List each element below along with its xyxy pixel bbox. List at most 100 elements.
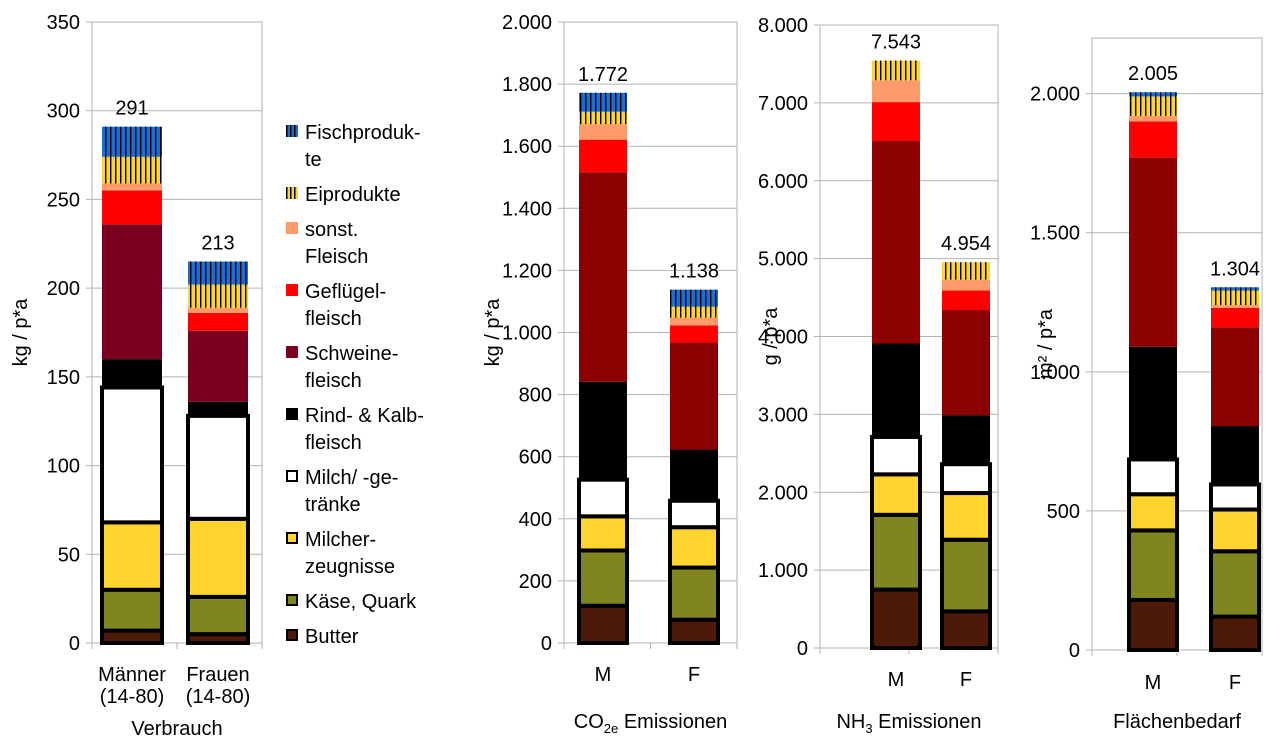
- bar-segment-sonst-fleisch: [1211, 305, 1259, 308]
- bar-segment-eiprodukte: [1129, 96, 1177, 116]
- y-tick-label: 0: [1069, 640, 1080, 662]
- x-category-label: M: [595, 664, 612, 686]
- x-axis-label: Verbrauch: [131, 718, 222, 740]
- legend-swatch: [286, 284, 298, 296]
- bar-segment-milch-getraenke: [940, 462, 992, 496]
- legend-label: Geflügel-fleisch: [305, 281, 387, 330]
- y-tick-label: 1.800: [502, 74, 552, 96]
- legend-label: Schweine-fleisch: [305, 343, 399, 392]
- y-tick-label: 1.200: [502, 260, 552, 282]
- legend-swatch: [286, 594, 298, 606]
- bar-segment-sonst-fleisch: [102, 183, 162, 191]
- bar-segment-milch-getraenke: [577, 477, 629, 519]
- chart-panel-3: 0 1.000 2.000 3.000 4.000 5.000 6.000 7.000 8.00…: [758, 15, 999, 736]
- bar-segment-kaese-quark: [940, 537, 992, 614]
- y-tick-label: 5.000: [758, 249, 808, 271]
- y-tick-label: 8.000: [758, 15, 808, 37]
- x-category-label: Frauen: [186, 664, 249, 686]
- x-category-label: F: [688, 664, 700, 686]
- bar-segment-eiprodukte: [1211, 290, 1259, 306]
- bar-segment-gefluegelfleisch: [1211, 307, 1259, 328]
- y-tick-label: 0: [69, 633, 80, 655]
- y-tick-label: 1.000: [758, 560, 808, 582]
- legend-swatch: [286, 187, 298, 199]
- bar-segment-milch-getraenke: [1127, 457, 1179, 497]
- bar-segment-butter: [1127, 597, 1179, 652]
- bar-segment-milcherzeugnisse: [940, 491, 992, 542]
- legend-label: Rind- & Kalb-fleisch: [305, 405, 424, 454]
- y-tick-label: 50: [58, 544, 80, 566]
- legend-swatch: [286, 532, 298, 544]
- y-tick-label: 300: [47, 101, 80, 123]
- x-category-label: (14-80): [100, 686, 164, 708]
- legend-item-butter: Butter: [286, 624, 475, 651]
- x-category-label: F: [960, 669, 972, 691]
- bar-segment-schweinefleisch: [872, 141, 920, 344]
- bar-segment-rind-kalbfleisch: [1211, 426, 1259, 485]
- legend-item-fischprodukte: Fischproduk-te: [286, 120, 475, 174]
- y-tick-label: 200: [47, 278, 80, 300]
- bar-segment-milcherzeugnisse: [186, 516, 250, 599]
- bar-segment-milcherzeugnisse: [100, 520, 164, 592]
- legend-swatch: [286, 346, 298, 358]
- legend-item-rind-kalbfleisch: Rind- & Kalb-fleisch: [286, 403, 475, 457]
- bar-segment-kaese-quark: [870, 512, 922, 592]
- bar-segment-milcherzeugnisse: [668, 525, 720, 570]
- bar-segment-gefluegelfleisch: [942, 290, 990, 311]
- y-tick-label: 2.000: [1030, 84, 1080, 106]
- x-category-label: M: [888, 669, 905, 691]
- legend-label: Butter: [305, 626, 359, 648]
- bar-segment-butter: [1209, 614, 1261, 652]
- bar-segment-kaese-quark: [100, 587, 164, 633]
- total-label: 291: [115, 98, 148, 120]
- bar-segment-schweinefleisch: [579, 172, 627, 382]
- y-tick-label: 0: [797, 638, 808, 660]
- bar-segment-milch-getraenke: [870, 434, 922, 477]
- bar-segment-milcherzeugnisse: [1127, 492, 1179, 533]
- y-tick-label: 600: [519, 447, 552, 469]
- legend-swatch: [286, 222, 298, 234]
- y-tick-label: 250: [47, 189, 80, 211]
- bar-segment-sonst-fleisch: [188, 307, 248, 313]
- y-tick-label: 800: [519, 385, 552, 407]
- bar-segment-gefluegelfleisch: [102, 190, 162, 225]
- bar-segment-milcherzeugnisse: [870, 472, 922, 517]
- y-tick-label: 1.600: [502, 136, 552, 158]
- bar-segment-milcherzeugnisse: [1209, 507, 1261, 554]
- bar-segment-milch-getraenke: [668, 498, 720, 530]
- legend-label: Eiprodukte: [305, 184, 401, 206]
- y-tick-label: 7.000: [758, 93, 808, 115]
- bar-segment-fischprodukte: [102, 126, 162, 157]
- legend-item-kaese-quark: Käse, Quark: [286, 589, 475, 616]
- bar-segment-milch-getraenke: [1209, 482, 1261, 512]
- bar-segment-schweinefleisch: [1129, 157, 1177, 347]
- legend-item-eiprodukte: Eiprodukte: [286, 182, 475, 209]
- bar-segment-rind-kalbfleisch: [102, 359, 162, 388]
- y-tick-label: 6.000: [758, 171, 808, 193]
- bar-segment-kaese-quark: [186, 594, 250, 637]
- bar-segment-schweinefleisch: [942, 310, 990, 416]
- legend-label: Milcher-zeugnisse: [305, 529, 396, 578]
- bar-segment-butter: [870, 587, 922, 650]
- x-axis-label: NH3 Emissionen: [836, 711, 981, 736]
- bar-segment-schweinefleisch: [1211, 327, 1259, 427]
- y-tick-label: 3.000: [758, 404, 808, 426]
- total-label: 1.304: [1210, 258, 1260, 280]
- bar-segment-eiprodukte: [670, 306, 718, 318]
- bar-segment-sonst-fleisch: [670, 317, 718, 326]
- bar-segment-eiprodukte: [188, 284, 248, 308]
- bar-segment-rind-kalbfleisch: [872, 343, 920, 437]
- y-tick-label: 2.000: [758, 482, 808, 504]
- y-tick-label: 1.000: [502, 323, 552, 345]
- bar-segment-eiprodukte: [579, 111, 627, 125]
- bar-segment-gefluegelfleisch: [188, 312, 248, 331]
- bar-segment-butter: [940, 609, 992, 650]
- bar-segment-eiprodukte: [102, 156, 162, 184]
- bar-segment-milcherzeugnisse: [577, 514, 629, 553]
- legend-swatch: [286, 629, 298, 641]
- bar-segment-fischprodukte: [579, 92, 627, 112]
- y-tick-label: 0: [541, 633, 552, 655]
- bar-segment-kaese-quark: [577, 548, 629, 608]
